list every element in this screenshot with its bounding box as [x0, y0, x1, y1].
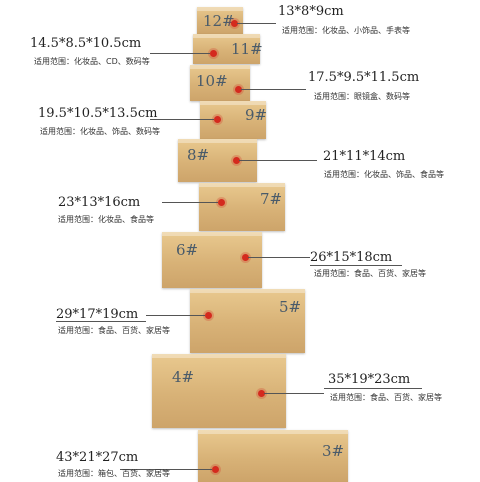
box-7-dimensions: 23*13*16cm [58, 195, 141, 210]
box-5 [190, 289, 305, 353]
box-11-leader-line [150, 53, 210, 54]
box-4-dimensions: 35*19*23cm [328, 372, 411, 387]
box-3 [198, 430, 348, 482]
box-11-usage: 适用范围：化妆品、CD、数码等 [34, 57, 150, 66]
box-11-label: 11# [231, 40, 263, 58]
box-5-underline [56, 321, 146, 322]
box-10 [190, 65, 250, 101]
box-3-marker-dot [212, 466, 219, 473]
box-9-dimensions: 19.5*10.5*13.5cm [38, 106, 158, 121]
box-10-usage: 适用范围：眼镜盒、数码等 [314, 92, 410, 101]
box-7-label: 7# [260, 190, 283, 208]
box-4-underline [324, 388, 422, 389]
box-3-label: 3# [322, 442, 345, 460]
box-4-usage: 适用范围：食品、百货、家居等 [330, 393, 442, 402]
box-3-dimensions: 43*21*27cm [56, 450, 139, 465]
box-7-leader-line [162, 202, 218, 203]
box-4-label: 4# [172, 368, 195, 386]
box-10-leader-line [241, 89, 306, 90]
box-6-usage: 适用范围：食品、百货、家居等 [314, 269, 426, 278]
box-5-marker-dot [205, 312, 212, 319]
box-5-usage: 适用范围：食品、百货、家居等 [58, 326, 170, 335]
box-10-label: 10# [196, 72, 228, 90]
box-7-usage: 适用范围：化妆品、食品等 [58, 215, 154, 224]
box-7-marker-dot [218, 199, 225, 206]
box-6-label: 6# [176, 241, 199, 259]
box-3-usage: 适用范围：箱包、百货、家居等 [58, 469, 170, 478]
box-12-label: 12# [203, 12, 235, 30]
box-9-usage: 适用范围：化妆品、饰品、数码等 [40, 127, 160, 136]
box-6-dimensions: 26*15*18cm [310, 250, 393, 265]
box-11-dimensions: 14.5*8.5*10.5cm [30, 36, 142, 51]
box-6-marker-dot [242, 254, 249, 261]
box-9-leader-line [150, 119, 214, 120]
box-6-leader-line [248, 257, 310, 258]
box-10-dimensions: 17.5*9.5*11.5cm [308, 70, 420, 85]
box-9-marker-dot [214, 116, 221, 123]
box-8-leader-line [239, 160, 317, 161]
box-9 [200, 101, 266, 139]
box-4-marker-dot [258, 390, 265, 397]
box-8-usage: 适用范围：化妆品、饰品、食品等 [324, 170, 444, 179]
box-12-usage: 适用范围：化妆品、小饰品、手表等 [282, 26, 410, 35]
box-12-marker-dot [231, 20, 238, 27]
box-12-leader-line [237, 23, 276, 24]
box-5-dimensions: 29*17*19cm [56, 307, 139, 322]
box-8-dimensions: 21*11*14cm [323, 149, 406, 164]
box-11-marker-dot [210, 50, 217, 57]
box-3-leader-line [120, 469, 212, 470]
box-4 [152, 354, 286, 428]
box-7 [199, 183, 285, 231]
box-9-label: 9# [245, 106, 268, 124]
box-11 [193, 34, 260, 64]
box-5-label: 5# [279, 298, 302, 316]
box-8-marker-dot [233, 157, 240, 164]
box-6-underline [310, 265, 402, 266]
box-12-dimensions: 13*8*9cm [278, 4, 344, 19]
box-5-leader-line [146, 315, 205, 316]
box-8-label: 8# [187, 146, 210, 164]
box-4-leader-line [264, 393, 324, 394]
box-10-marker-dot [235, 86, 242, 93]
